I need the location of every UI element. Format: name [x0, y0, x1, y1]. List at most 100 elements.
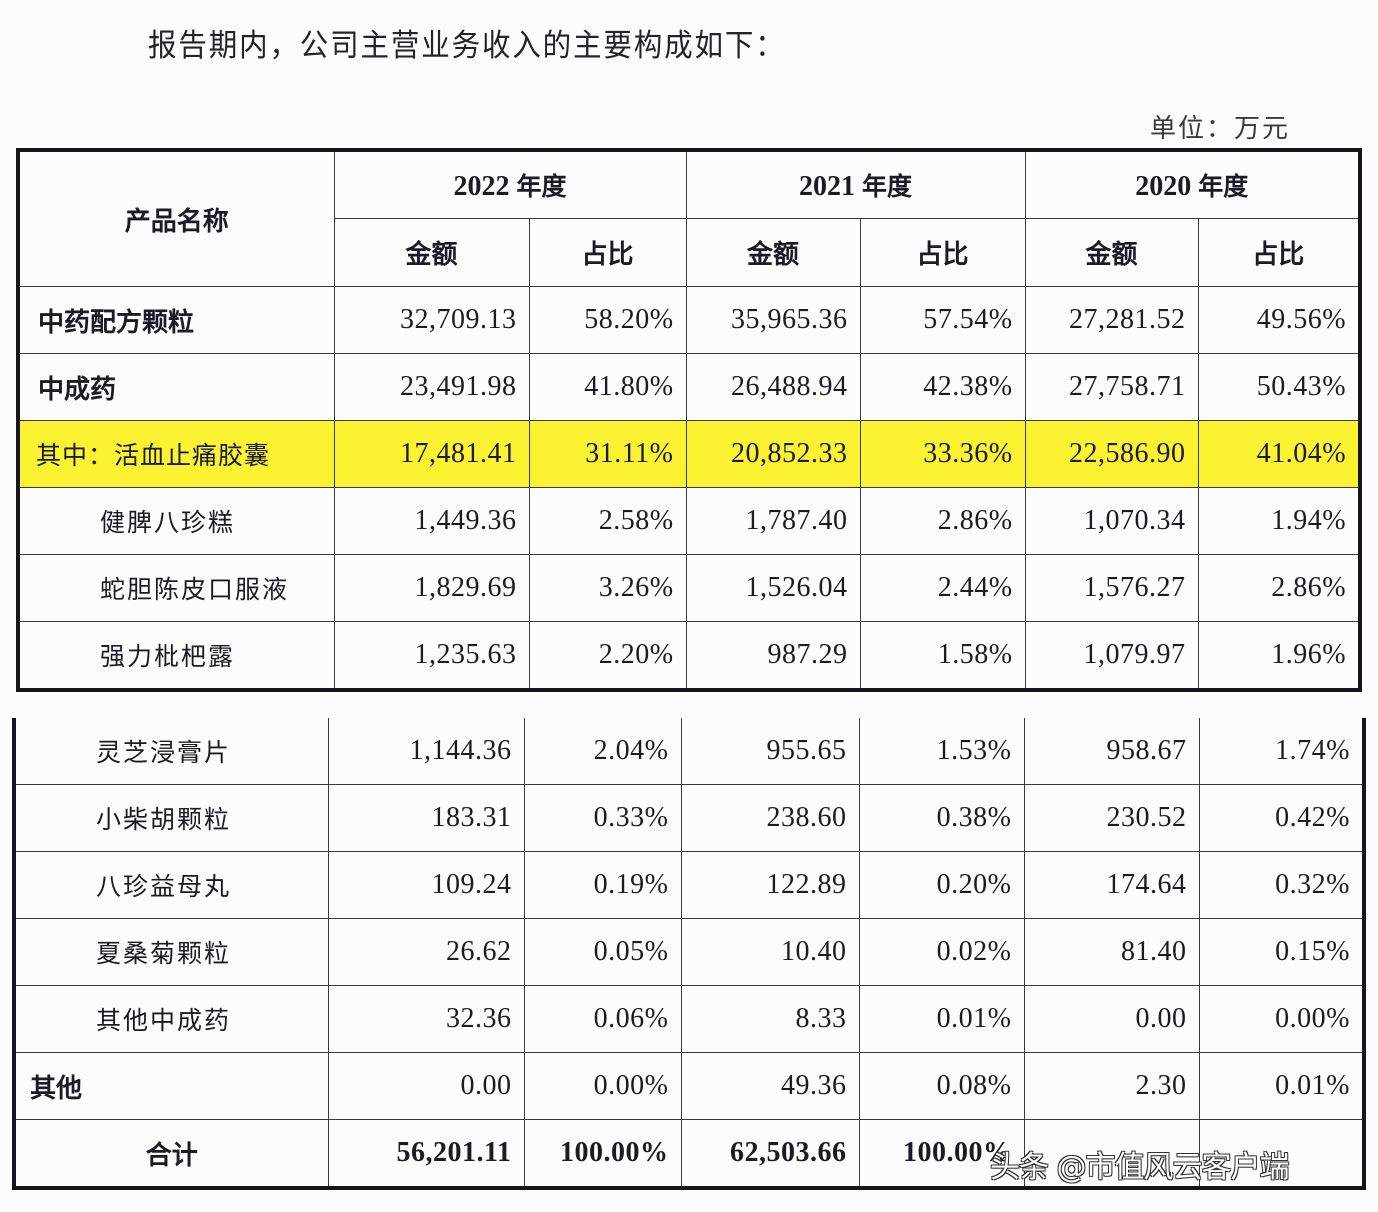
cell-ratio-2020: 50.43%: [1197, 353, 1361, 421]
table-row: 蛇胆陈皮口服液 1,829.69 3.26% 1,526.04 2.44% 1,…: [17, 554, 1361, 622]
cell-amount-2021: 1,526.04: [685, 554, 861, 622]
row-label: 夏桑菊颗粒: [13, 918, 329, 986]
cell-ratio-2020: [1198, 1119, 1365, 1189]
cell-amount-2020: 1,079.97: [1024, 621, 1199, 691]
cell-ratio-2021: 0.38%: [858, 784, 1025, 852]
cell-ratio-2022: 2.04%: [523, 718, 682, 785]
unit-label: 单位：万元: [1150, 114, 1291, 144]
table-row: 健脾八珍糕 1,449.36 2.58% 1,787.40 2.86% 1,07…: [17, 487, 1361, 555]
cell-ratio-2021: 0.01%: [858, 985, 1025, 1053]
cell-amount-2021: 35,965.36: [685, 286, 861, 354]
cell-amount-2021: 62,503.66: [680, 1119, 860, 1189]
header-year-2020: 2020 年度: [1024, 149, 1361, 219]
cell-ratio-2021: 2.86%: [859, 487, 1026, 555]
cell-amount-2022: 1,449.36: [333, 487, 530, 555]
cell-amount-2021: 122.89: [680, 851, 860, 919]
row-label: 灵芝浸膏片: [13, 718, 329, 785]
row-label: 健脾八珍糕: [17, 487, 335, 555]
cell-ratio-2020: 0.00%: [1198, 985, 1365, 1053]
table-row: 中成药 23,491.98 41.80% 26,488.94 42.38% 27…: [17, 353, 1361, 421]
cell-ratio-2022: 2.58%: [528, 487, 687, 555]
watermark: 头条 @市值风云客户端: [990, 1150, 1290, 1185]
cell-amount-2022: 23,491.98: [333, 353, 530, 421]
cell-ratio-2022: 0.33%: [523, 784, 682, 852]
cell-amount-2022: 32.36: [327, 985, 525, 1053]
header-year-2021: 2021 年度: [685, 149, 1026, 219]
table-row-highlighted: 其中：活血止痛胶囊 17,481.41 31.11% 20,852.33 33.…: [17, 420, 1361, 488]
cell-ratio-2020: 0.15%: [1198, 918, 1365, 986]
cell-ratio-2022: 31.11%: [528, 420, 687, 488]
cell-amount-2021: 1,787.40: [685, 487, 861, 555]
table-row: 强力枇杷露 1,235.63 2.20% 987.29 1.58% 1,079.…: [17, 621, 1361, 691]
cell-amount-2022: 17,481.41: [333, 420, 530, 488]
cell-amount-2021: 987.29: [685, 621, 861, 691]
cell-amount-2021: 20,852.33: [685, 420, 861, 488]
row-label: 其中：活血止痛胶囊: [17, 420, 335, 488]
cell-amount-2021: 49.36: [680, 1052, 860, 1120]
cell-ratio-2021: 100.00%: [858, 1119, 1025, 1189]
row-label: 蛇胆陈皮口服液: [17, 554, 335, 622]
row-label: 其他中成药: [13, 985, 329, 1053]
table-row: 夏桑菊颗粒 26.62 0.05% 10.40 0.02% 81.40 0.15…: [13, 918, 1365, 986]
revenue-table-top: 产品名称 2022 年度 2021 年度 2020 年度 金额 占比 金额 占比…: [16, 148, 1363, 692]
cell-amount-2020: 1,070.34: [1024, 487, 1199, 555]
cell-amount-2022: 109.24: [327, 851, 525, 919]
cell-amount-2020: 0.00: [1023, 985, 1200, 1053]
cell-ratio-2022: 58.20%: [528, 286, 687, 354]
cell-ratio-2020: 0.32%: [1198, 851, 1365, 919]
cell-amount-2020: 2.30: [1023, 1052, 1200, 1120]
table-row-total: 合计 56,201.11 100.00% 62,503.66 100.00%: [13, 1119, 1365, 1189]
cell-amount-2020: 22,586.90: [1024, 420, 1199, 488]
table-row: 其他 0.00 0.00% 49.36 0.08% 2.30 0.01%: [13, 1052, 1365, 1120]
table-row: 小柴胡颗粒 183.31 0.33% 238.60 0.38% 230.52 0…: [13, 784, 1365, 852]
cell-amount-2022: 32,709.13: [333, 286, 530, 354]
header-ratio: 占比: [1197, 218, 1361, 287]
cell-amount-2022: 1,829.69: [333, 554, 530, 622]
row-label: 合计: [13, 1119, 329, 1189]
cell-amount-2021: 26,488.94: [685, 353, 861, 421]
cell-amount-2021: 10.40: [680, 918, 860, 986]
cell-amount-2020: 230.52: [1023, 784, 1200, 852]
cell-amount-2022: 1,235.63: [333, 621, 530, 691]
cell-amount-2022: 183.31: [327, 784, 525, 852]
cell-ratio-2020: 0.42%: [1198, 784, 1365, 852]
table-row: 其他中成药 32.36 0.06% 8.33 0.01% 0.00 0.00%: [13, 985, 1365, 1053]
header-product-name: 产品名称: [17, 149, 335, 287]
cell-amount-2021: 238.60: [680, 784, 860, 852]
cell-amount-2022: 26.62: [327, 918, 525, 986]
cell-amount-2021: 955.65: [680, 718, 860, 785]
cell-ratio-2022: 100.00%: [523, 1119, 682, 1189]
cell-ratio-2021: 0.20%: [858, 851, 1025, 919]
revenue-table-bottom: 灵芝浸膏片 1,144.36 2.04% 955.65 1.53% 958.67…: [12, 718, 1366, 1190]
cell-ratio-2021: 42.38%: [859, 353, 1026, 421]
row-label: 中成药: [17, 353, 335, 421]
cell-ratio-2020: 1.74%: [1198, 718, 1365, 785]
cell-amount-2021: 8.33: [680, 985, 860, 1053]
cell-amount-2020: 27,281.52: [1024, 286, 1199, 354]
row-label: 八珍益母丸: [13, 851, 329, 919]
cell-ratio-2022: 0.00%: [523, 1052, 682, 1120]
cell-ratio-2020: 2.86%: [1197, 554, 1361, 622]
row-label: 中药配方颗粒: [17, 286, 335, 354]
cell-ratio-2021: 0.08%: [858, 1052, 1025, 1120]
intro-text: 报告期内，公司主营业务收入的主要构成如下：: [148, 28, 786, 64]
cell-ratio-2022: 0.06%: [523, 985, 682, 1053]
row-label: 强力枇杷露: [17, 621, 335, 691]
header-amount: 金额: [1024, 218, 1199, 287]
cell-amount-2020: 1,576.27: [1024, 554, 1199, 622]
cell-amount-2022: 0.00: [327, 1052, 525, 1120]
row-label: 小柴胡颗粒: [13, 784, 329, 852]
cell-amount-2020: 27,758.71: [1024, 353, 1199, 421]
cell-amount-2020: 174.64: [1023, 851, 1200, 919]
cell-ratio-2020: 41.04%: [1197, 420, 1361, 488]
cell-ratio-2022: 0.05%: [523, 918, 682, 986]
cell-ratio-2021: 33.36%: [859, 420, 1026, 488]
row-label: 其他: [13, 1052, 329, 1120]
cell-amount-2020: 81.40: [1023, 918, 1200, 986]
cell-ratio-2022: 41.80%: [528, 353, 687, 421]
cell-ratio-2021: 0.02%: [858, 918, 1025, 986]
cell-ratio-2020: 0.01%: [1198, 1052, 1365, 1120]
cell-ratio-2020: 1.94%: [1197, 487, 1361, 555]
cell-amount-2022: 56,201.11: [327, 1119, 525, 1189]
cell-ratio-2021: 2.44%: [859, 554, 1026, 622]
